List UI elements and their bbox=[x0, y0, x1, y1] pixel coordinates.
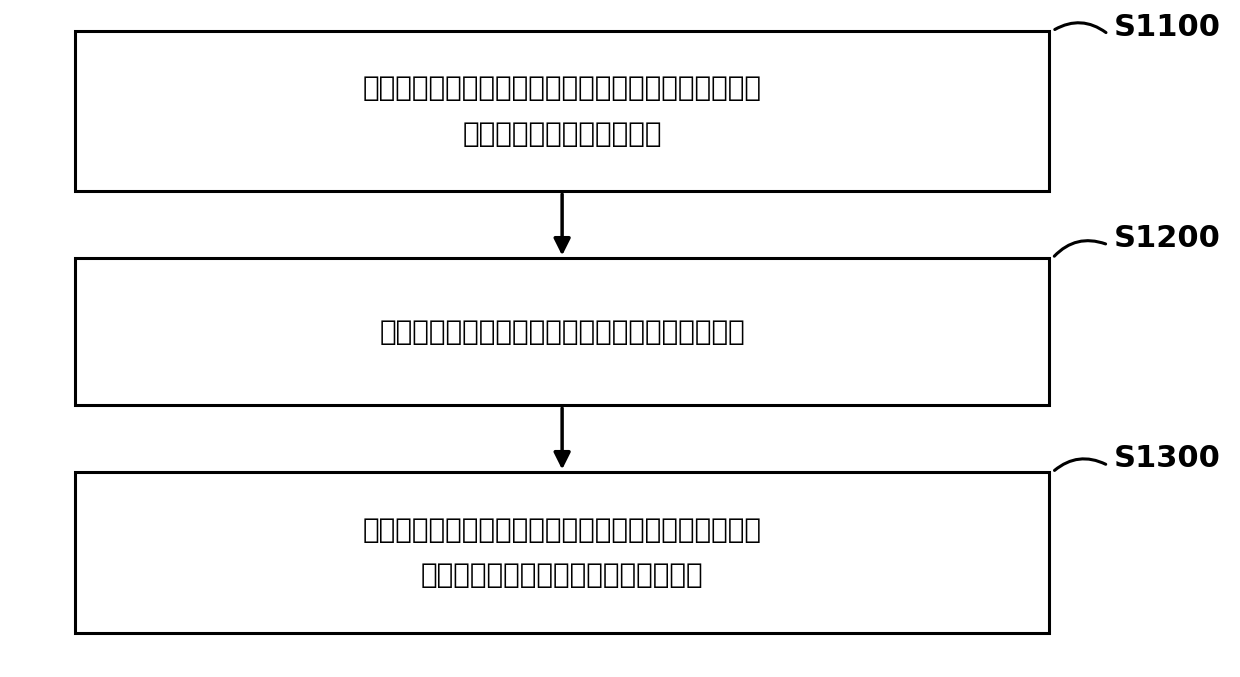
Bar bbox=[76, 258, 1049, 406]
Text: S1200: S1200 bbox=[1114, 223, 1221, 253]
Bar bbox=[76, 473, 1049, 633]
Text: S1300: S1300 bbox=[1114, 444, 1221, 473]
Text: 若所述日志文件中包括所述目标业务日志，则上传所述
日志文件，否则，则清除所述日志文件: 若所述日志文件中包括所述目标业务日志，则上传所述 日志文件，否则，则清除所述日志… bbox=[362, 516, 761, 589]
Text: 获取执行目标业务生成的日志文件，其中，所述日志文
件中包括至少一个业务日志: 获取执行目标业务生成的日志文件，其中，所述日志文 件中包括至少一个业务日志 bbox=[362, 74, 761, 148]
Text: 识别所述日志文件中是否包括预设的目标业务日志: 识别所述日志文件中是否包括预设的目标业务日志 bbox=[379, 318, 745, 346]
Text: S1100: S1100 bbox=[1114, 13, 1221, 42]
Bar bbox=[76, 31, 1049, 192]
